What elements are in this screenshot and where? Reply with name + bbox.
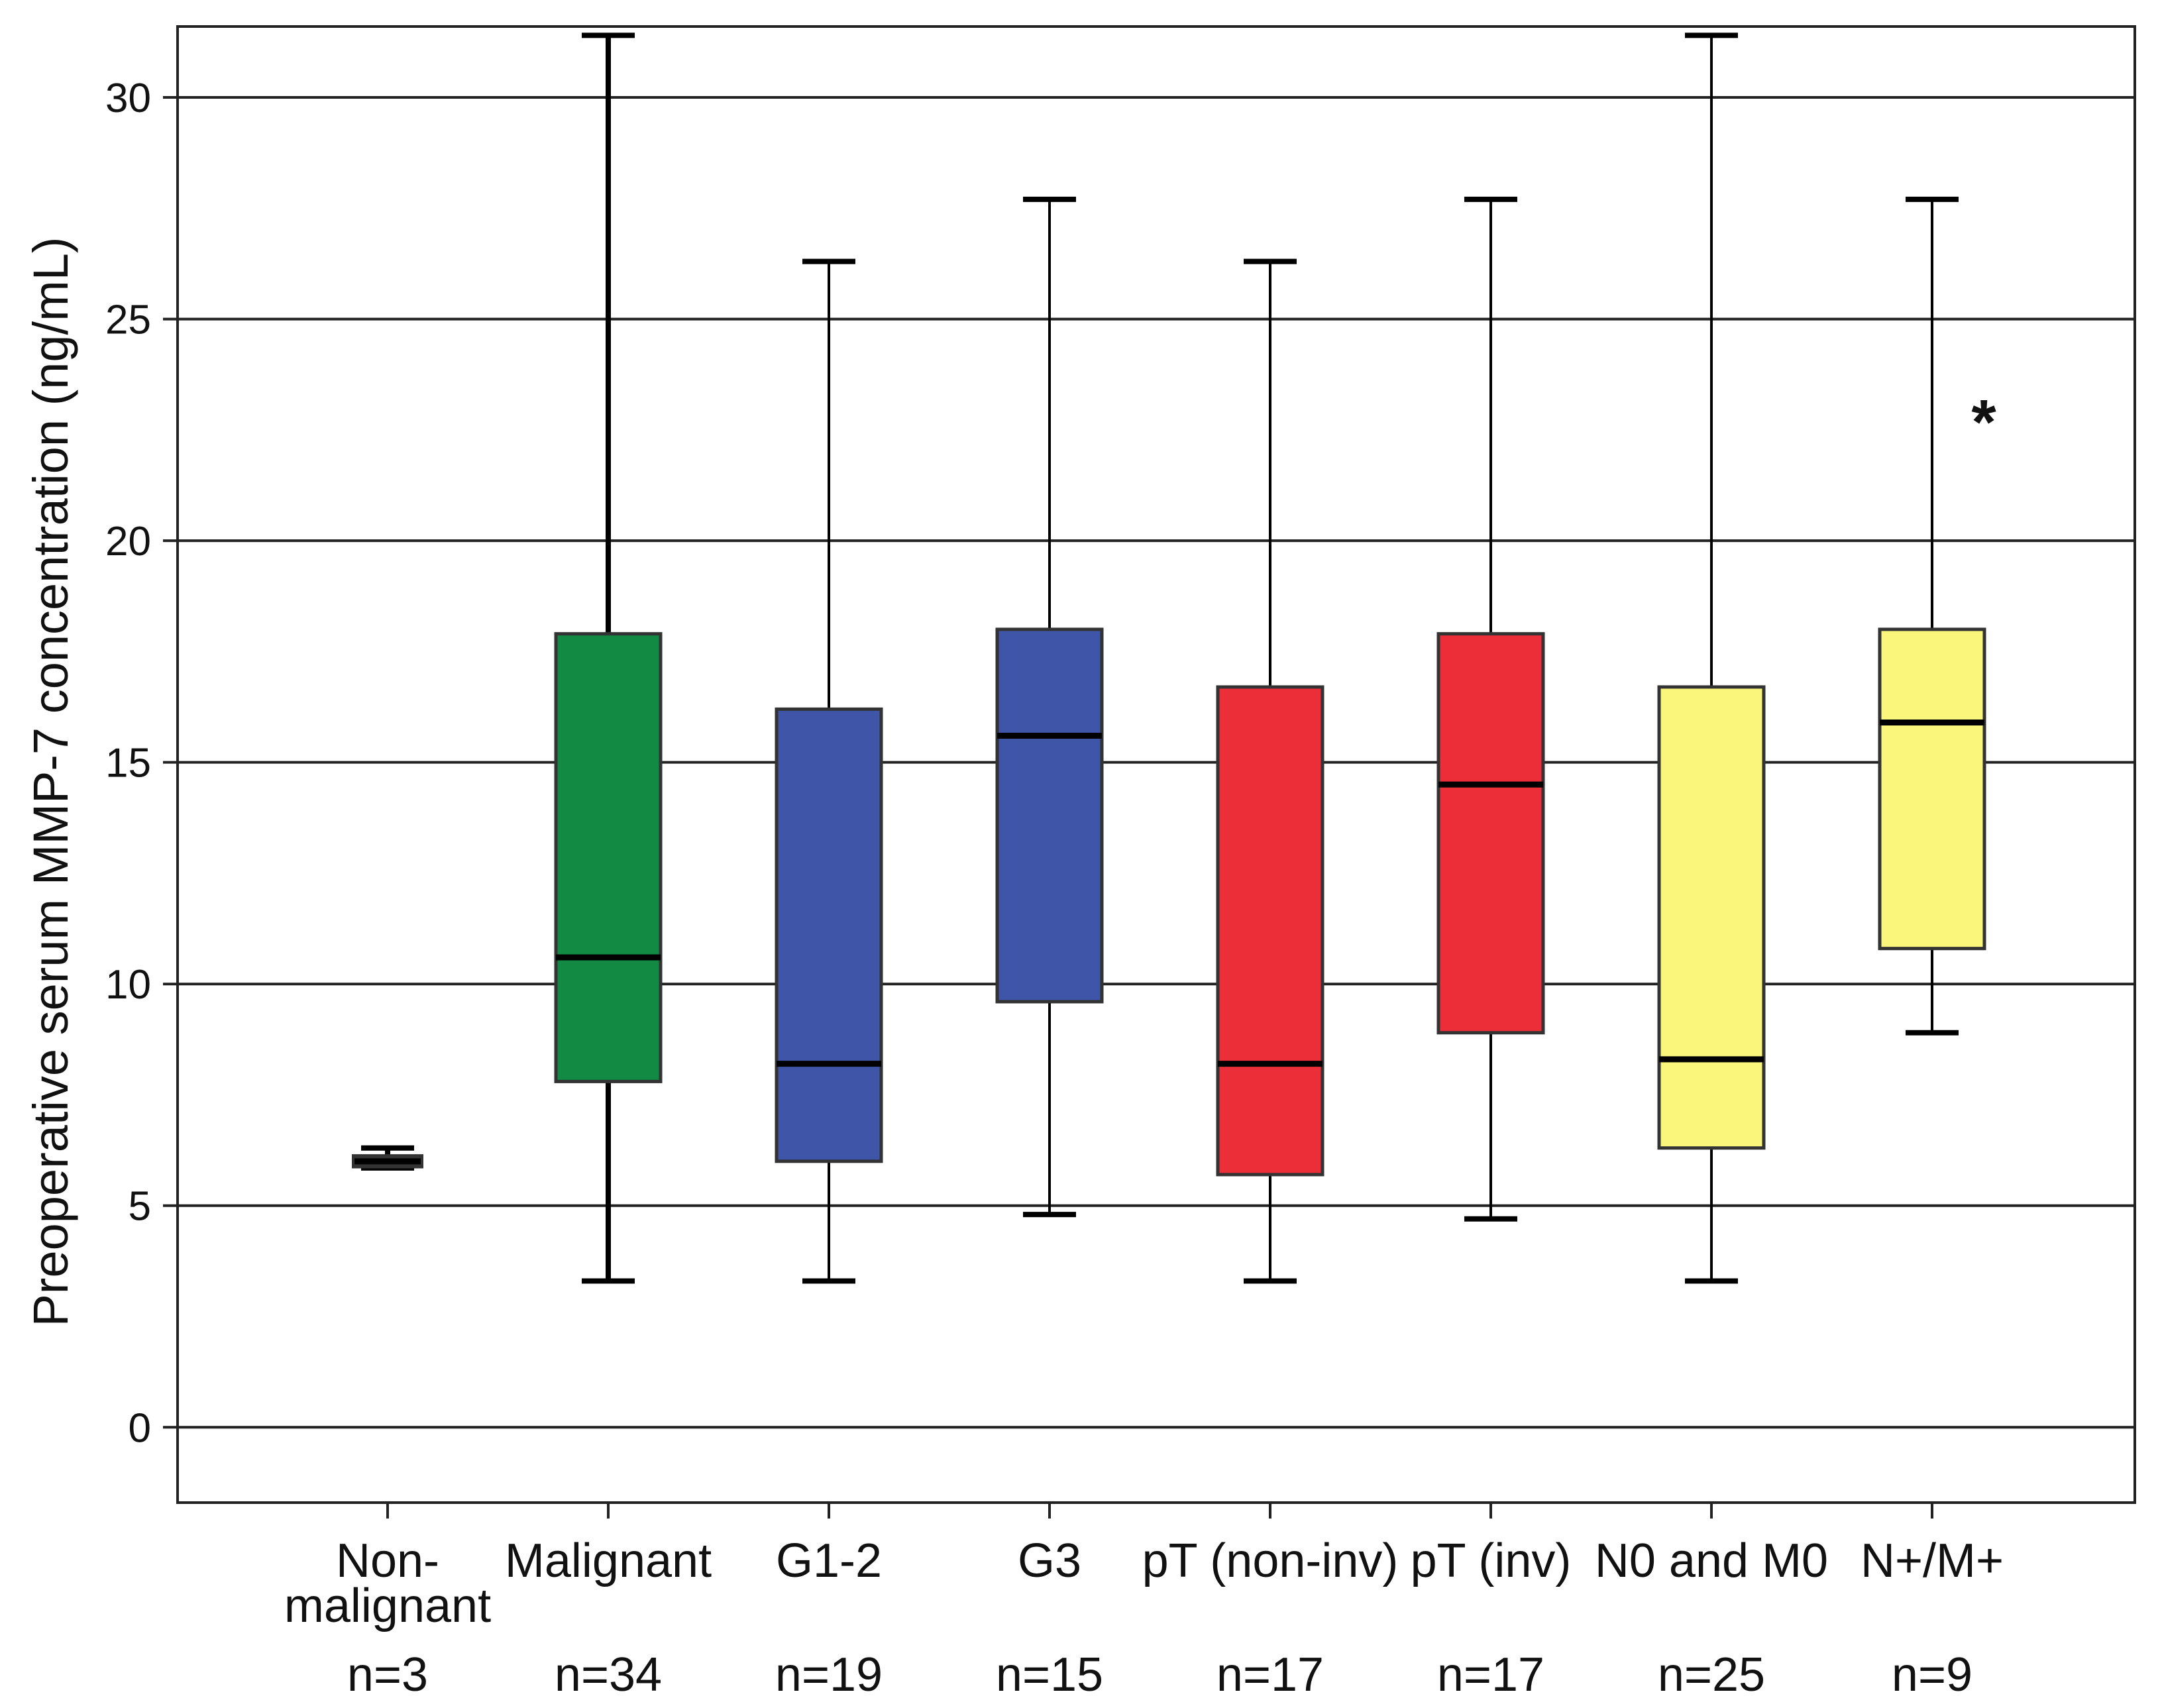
x-tick-label: pT (non-inv) xyxy=(1142,1534,1399,1587)
boxes: * xyxy=(352,32,1996,1284)
box-group xyxy=(1436,196,1545,1222)
x-tick-label: pT (inv) xyxy=(1411,1534,1572,1587)
box-group xyxy=(1657,32,1766,1284)
sample-size-label: n=17 xyxy=(1437,1648,1544,1701)
y-tick-label: 15 xyxy=(105,741,151,786)
box-group xyxy=(1216,258,1324,1284)
box-group: * xyxy=(1878,196,1996,1036)
x-axis-ticks: Non-malignant n=3 Malignant n=34 G1-2 n=19 G3 n… xyxy=(284,1503,2004,1701)
y-tick-label: 20 xyxy=(105,519,151,564)
x-tick-label: N+/M+ xyxy=(1861,1534,2004,1587)
plot-area-frame xyxy=(176,25,2136,1504)
iqr-box xyxy=(1216,685,1324,1177)
sample-size-label: n=3 xyxy=(347,1648,428,1701)
y-tick-label: 0 xyxy=(129,1405,151,1451)
y-tick-label: 30 xyxy=(105,76,151,121)
y-axis-ticks: 0 5 10 15 20 25 30 xyxy=(105,76,178,1451)
y-tick-label: 10 xyxy=(105,962,151,1008)
iqr-box xyxy=(995,627,1104,1004)
sample-size-label: n=19 xyxy=(775,1648,883,1701)
x-tick-label: G3 xyxy=(1018,1534,1081,1587)
x-tick-label: N0 and M0 xyxy=(1595,1534,1828,1587)
sample-size-label: n=15 xyxy=(996,1648,1103,1701)
iqr-box xyxy=(1878,627,1986,951)
box-group xyxy=(995,196,1104,1218)
iqr-box xyxy=(1657,685,1766,1150)
sample-size-label: n=34 xyxy=(555,1648,662,1701)
sample-size-label: n=17 xyxy=(1216,1648,1324,1701)
box-group xyxy=(775,258,883,1284)
iqr-box xyxy=(554,632,663,1083)
box-group xyxy=(352,1145,423,1171)
sample-size-label: n=25 xyxy=(1658,1648,1765,1701)
outlier-marker: * xyxy=(1971,387,1996,458)
iqr-box xyxy=(1436,632,1545,1035)
x-tick-label: malignant xyxy=(284,1579,491,1632)
x-tick-label: Non- xyxy=(336,1534,439,1587)
iqr-box xyxy=(775,707,883,1163)
plot-area-background xyxy=(178,27,2135,1503)
y-tick-label: 25 xyxy=(105,297,151,343)
box-group xyxy=(554,32,663,1284)
x-tick-label: Malignant xyxy=(505,1534,712,1587)
y-axis-title: Preoperative serum MMP-7 concentration (… xyxy=(23,237,78,1326)
gridlines xyxy=(178,96,2135,1429)
x-tick-label: G1-2 xyxy=(776,1534,882,1587)
sample-size-label: n=9 xyxy=(1892,1648,1972,1701)
y-tick-label: 5 xyxy=(129,1184,151,1230)
